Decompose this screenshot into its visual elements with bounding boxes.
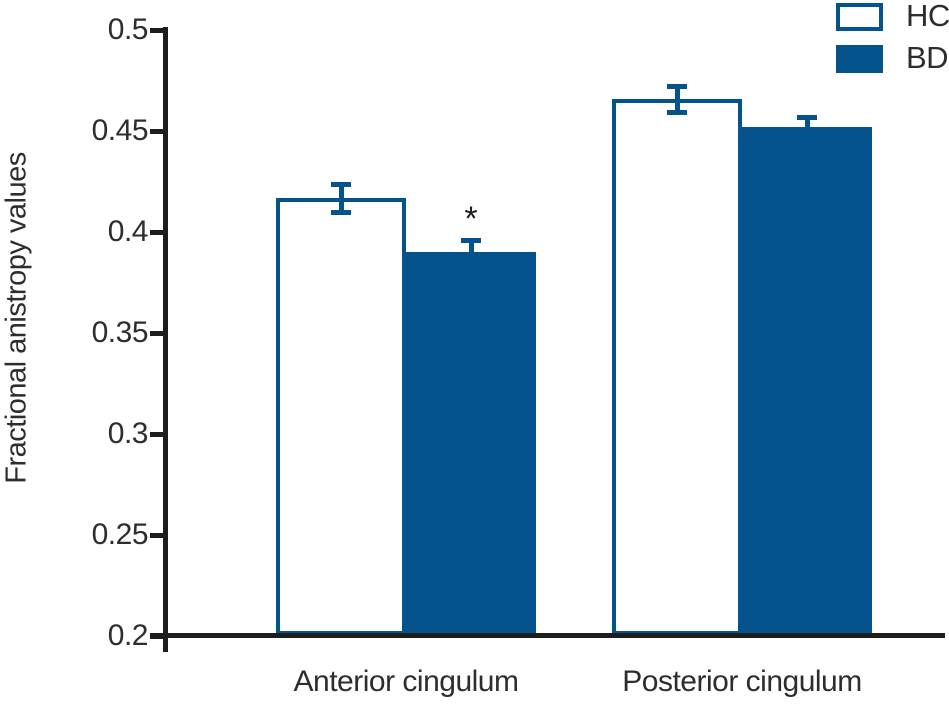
error-bar-cap-top	[667, 84, 687, 89]
bar-hc-posterior-cingulum	[612, 99, 742, 635]
bar-bd-posterior-cingulum	[742, 127, 872, 635]
y-axis-title: Fractional anistropy values	[0, 152, 33, 484]
y-axis-tick	[150, 331, 165, 336]
error-bar-cap-bottom	[331, 210, 351, 215]
y-axis-tick-label: 0.3	[107, 417, 149, 450]
legend-label-bd: BD	[906, 40, 949, 75]
error-bar-cap-bottom	[667, 110, 687, 115]
error-bar-vertical	[469, 240, 474, 264]
legend-swatch-hc	[836, 3, 883, 31]
y-axis-line	[163, 27, 168, 652]
bar-bd-anterior-cingulum	[406, 252, 536, 635]
error-bar-vertical	[675, 86, 680, 112]
y-axis-tick-label: 0.5	[107, 13, 149, 46]
y-axis-tick	[150, 28, 165, 33]
significance-asterisk: *	[464, 200, 478, 238]
error-bar-vertical	[805, 117, 810, 137]
legend-label-hc: HC	[906, 0, 949, 33]
x-axis-line	[150, 633, 945, 638]
bar-hc-anterior-cingulum	[276, 198, 406, 635]
error-bar-cap-top	[461, 238, 481, 243]
y-axis-tick-label: 0.45	[91, 114, 149, 147]
error-bar-vertical	[339, 184, 344, 212]
legend-swatch-bd	[836, 45, 883, 73]
x-axis-category-label: Anterior cingulum	[293, 665, 519, 698]
error-bar-cap-bottom	[797, 135, 817, 140]
y-axis-tick	[150, 432, 165, 437]
error-bar-cap-top	[797, 115, 817, 120]
y-axis-tick	[150, 230, 165, 235]
x-axis-category-label: Posterior cingulum	[622, 665, 862, 698]
legend: HC BD	[836, 0, 949, 87]
y-axis-tick-label: 0.25	[91, 518, 149, 551]
y-axis-tick	[150, 129, 165, 134]
error-bar-cap-top	[331, 182, 351, 187]
y-axis-tick-label: 0.2	[107, 619, 149, 652]
y-axis-tick	[150, 634, 165, 639]
y-axis-tick	[150, 533, 165, 538]
error-bar-cap-bottom	[461, 262, 481, 267]
y-axis-tick-label: 0.4	[107, 215, 149, 248]
y-axis-tick-label: 0.35	[91, 316, 149, 349]
